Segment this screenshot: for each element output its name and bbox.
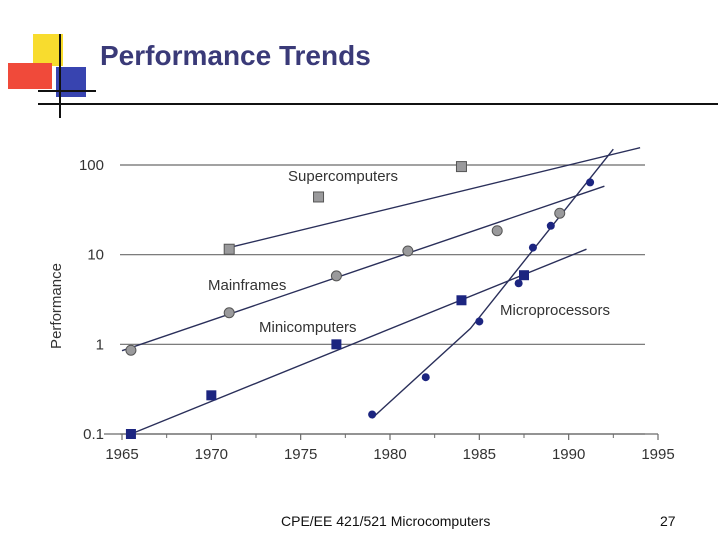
logo-vertical-rule [59, 34, 61, 118]
data-point-microprocessors [546, 221, 555, 230]
data-point-mainframes [554, 207, 566, 219]
page-number: 27 [660, 513, 676, 529]
data-point-minicomputers [206, 390, 217, 401]
series-label-minicomputers: Minicomputers [259, 319, 357, 336]
brand-logo [8, 34, 96, 118]
trend-line-supercomputers [229, 147, 641, 249]
data-point-mainframes [330, 270, 342, 282]
slide-title: Performance Trends [100, 40, 371, 71]
x-tick-label: 1970 [195, 446, 228, 463]
trend-line-minicomputers [130, 248, 587, 435]
trend-line-mainframes [121, 185, 605, 352]
footer-course-name: CPE/EE 421/521 Microcomputers [281, 513, 491, 529]
x-tick-label: 1980 [373, 446, 406, 463]
logo-yellow-square [33, 34, 63, 66]
data-point-microprocessors [528, 243, 537, 252]
title-divider [38, 103, 718, 105]
data-point-minicomputers [519, 270, 529, 281]
data-point-microprocessors [475, 317, 484, 326]
data-point-microprocessors [421, 373, 430, 382]
trend-line-microprocessors [371, 148, 614, 419]
data-point-supercomputers [455, 161, 467, 173]
data-point-mainframes [223, 307, 235, 319]
x-tick-label: 1990 [552, 446, 585, 463]
series-label-supercomputers: Supercomputers [288, 168, 398, 185]
logo-horizontal-rule [38, 90, 96, 92]
data-point-minicomputers [331, 339, 342, 350]
data-point-microprocessors [514, 279, 523, 288]
y-tick-label: 1 [96, 336, 104, 353]
data-point-mainframes [125, 344, 137, 356]
data-point-mainframes [491, 225, 503, 237]
data-point-supercomputers [223, 243, 235, 255]
data-point-minicomputers [456, 295, 467, 306]
y-tick-label: 100 [79, 157, 104, 174]
data-point-supercomputers [313, 191, 325, 203]
x-tick-label: 1975 [284, 446, 317, 463]
data-point-minicomputers [125, 429, 136, 439]
series-label-mainframes: Mainframes [208, 277, 286, 294]
series-label-microprocessors: Microprocessors [500, 302, 610, 319]
y-axis-label: Performance [48, 263, 65, 349]
y-tick-label: 0.1 [83, 426, 104, 443]
data-point-microprocessors [368, 410, 377, 419]
x-tick-label: 1985 [463, 446, 496, 463]
logo-red-square [8, 63, 52, 89]
x-tick-label: 1965 [105, 446, 138, 463]
data-point-mainframes [402, 245, 414, 257]
x-tick-label: 1995 [641, 446, 674, 463]
y-tick-label: 10 [87, 247, 104, 264]
data-point-microprocessors [586, 178, 595, 187]
